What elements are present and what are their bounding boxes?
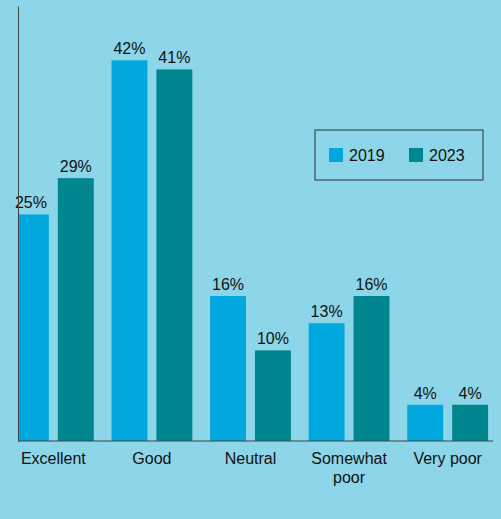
bar xyxy=(112,60,148,441)
data-label: 42% xyxy=(113,40,145,57)
data-label: 16% xyxy=(212,276,244,293)
x-axis-line xyxy=(18,441,493,442)
bar xyxy=(452,405,488,441)
legend-label: 2019 xyxy=(349,147,385,164)
data-label: 4% xyxy=(414,385,437,402)
x-tick-label-line: Somewhat xyxy=(311,450,387,467)
bars xyxy=(18,60,488,441)
x-tick: Very poor xyxy=(413,441,482,467)
data-label: 10% xyxy=(257,330,289,347)
legend-swatch xyxy=(409,148,423,162)
bar xyxy=(255,350,291,441)
data-label: 25% xyxy=(15,194,47,211)
bar xyxy=(210,296,246,441)
x-tick-label: Excellent xyxy=(21,450,86,467)
bar xyxy=(156,69,192,441)
x-axis: Excellent Good Neutral Somewhat poor Very poo… xyxy=(18,441,493,486)
x-tick-label: Good xyxy=(132,450,171,467)
y-axis-line xyxy=(18,7,19,442)
data-label: 29% xyxy=(60,158,92,175)
data-label: 4% xyxy=(459,385,482,402)
legend-label: 2023 xyxy=(429,147,465,164)
x-tick-label: Somewhat poor xyxy=(311,450,387,485)
data-labels: 25% 42% 16% 13% 4% 29% 41% 10% 16% 4% xyxy=(15,40,482,401)
x-tick-label-line: poor xyxy=(333,469,366,486)
chart: 25% 42% 16% 13% 4% 29% 41% 10% 16% 4% Excellent Goo… xyxy=(0,0,501,519)
legend-swatch xyxy=(329,148,343,162)
bar xyxy=(58,178,94,441)
x-tick: Excellent xyxy=(21,441,86,467)
background xyxy=(0,0,501,519)
legend-box xyxy=(315,130,483,180)
data-label: 41% xyxy=(158,49,190,66)
bar xyxy=(407,405,443,441)
bar xyxy=(18,214,49,441)
data-label: 13% xyxy=(311,303,343,320)
bar xyxy=(354,296,390,441)
data-label: 16% xyxy=(356,276,388,293)
x-tick-label: Neutral xyxy=(225,450,277,467)
x-tick-label: Very poor xyxy=(413,450,482,467)
x-tick: Good xyxy=(132,441,171,467)
y-axis xyxy=(18,7,19,442)
x-tick: Neutral xyxy=(225,441,277,467)
legend: 2019 2023 xyxy=(315,130,483,180)
x-tick: Somewhat poor xyxy=(311,441,387,486)
bar xyxy=(309,323,345,441)
